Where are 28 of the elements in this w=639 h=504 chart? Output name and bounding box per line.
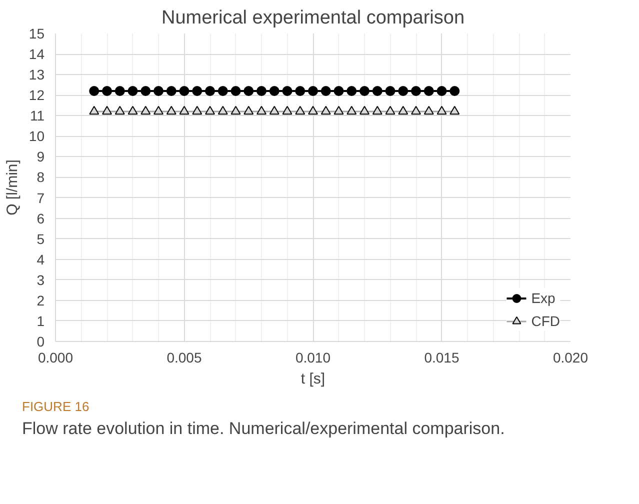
y-tick-label: 1 (36, 312, 45, 329)
y-tick-label: 0 (36, 334, 45, 350)
y-tick-label: 3 (36, 272, 45, 288)
x-axis-title: t [s] (300, 370, 326, 388)
y-tick-label: 11 (30, 108, 45, 124)
y-axis-title: Q [l/min] (4, 160, 21, 216)
chart-title: Numerical experimental comparison (161, 8, 465, 28)
x-tick-label: 0.010 (295, 350, 331, 366)
y-tick-label: 13 (28, 66, 45, 83)
x-tick-label: 0.015 (424, 350, 460, 366)
x-tick-label: 0.005 (166, 350, 202, 366)
y-tick-label: 14 (28, 46, 45, 62)
y-tick-label: 9 (36, 148, 45, 165)
y-tick-label: 10 (28, 128, 45, 144)
x-tick-label: 0.020 (552, 350, 588, 366)
y-tick-label: 12 (28, 87, 45, 104)
text: Flow rate evolution in time. Numerical/experimental comparison. (22, 418, 505, 440)
y-tick-label: 2 (36, 292, 45, 308)
y-tick-label: 6 (36, 210, 45, 226)
legend-label: CFD (531, 313, 560, 329)
y-tick-label: 8 (36, 169, 45, 186)
y-tick-label: 4 (36, 251, 45, 268)
y-tick-label: 7 (36, 190, 45, 206)
x-tick-label: 0.000 (38, 350, 74, 366)
legend-label: Exp (531, 290, 556, 306)
y-tick-label: 15 (28, 26, 45, 42)
y-tick-label: 5 (36, 230, 45, 247)
caption: FIGURE 16 (22, 398, 90, 416)
